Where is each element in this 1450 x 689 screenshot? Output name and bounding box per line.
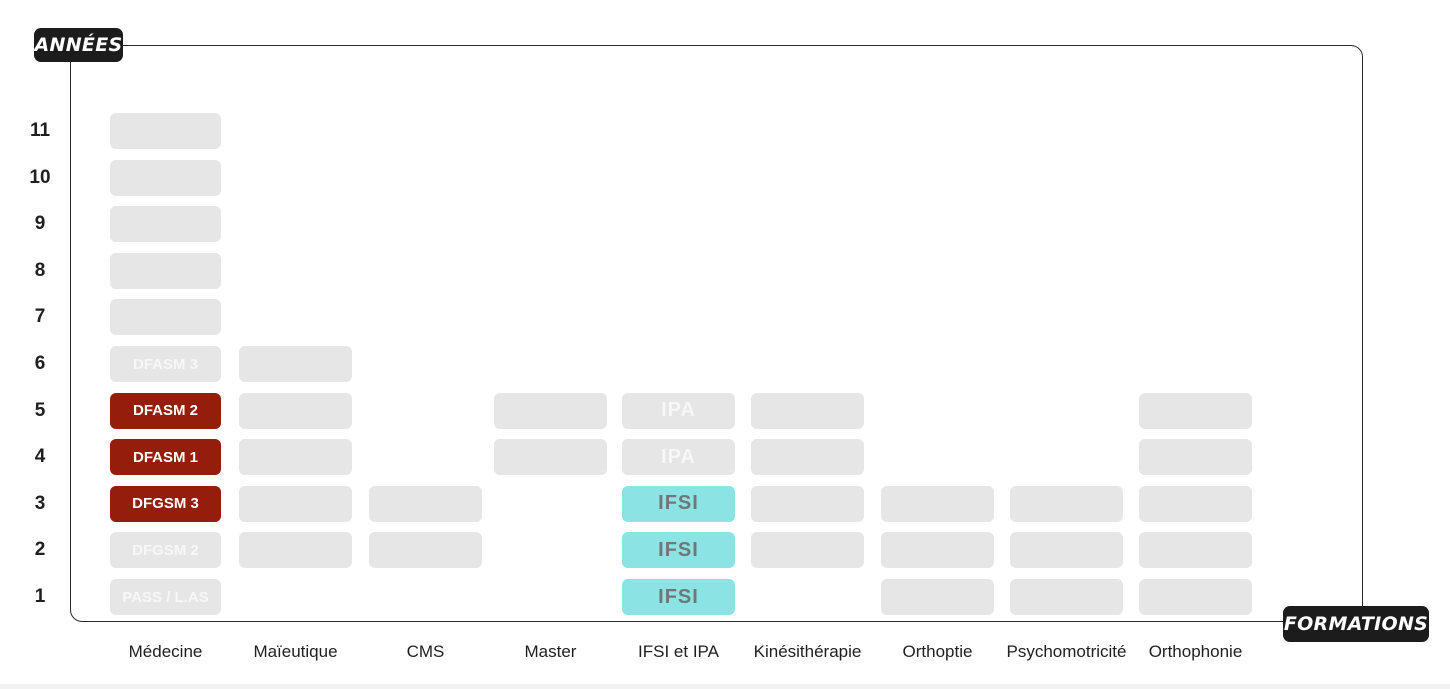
formation-label: Maïeutique bbox=[253, 642, 338, 661]
year-label-4: 4 bbox=[34, 446, 46, 468]
cell-ma-eutique-year-5 bbox=[239, 392, 352, 429]
year-label-5: 5 bbox=[34, 399, 46, 421]
cell-ifsi-et-ipa-year-3: IFSI bbox=[622, 485, 735, 522]
year-label-2: 2 bbox=[34, 539, 46, 561]
cell-cms-year-2 bbox=[369, 532, 482, 569]
year-label-7: 7 bbox=[34, 306, 46, 328]
cell-orthoptie-year-1 bbox=[881, 579, 994, 615]
year-label-8: 8 bbox=[34, 259, 46, 281]
cell-m-decine-year-1: PASS / L.AS bbox=[110, 579, 221, 615]
cell-kin-sith-rapie-year-5 bbox=[751, 392, 864, 429]
formation-label: Psychomotricité bbox=[1006, 642, 1127, 661]
cell-kin-sith-rapie-year-2 bbox=[751, 532, 864, 569]
diagram-frame bbox=[70, 45, 1363, 622]
year-label-1: 1 bbox=[34, 586, 46, 607]
cell-ifsi-et-ipa-year-5: IPA bbox=[622, 392, 735, 429]
cell-m-decine-year-4: DFASM 1 bbox=[110, 439, 221, 476]
cell-psychomotricit--year-2 bbox=[1010, 532, 1123, 569]
formation-label: CMS bbox=[406, 642, 445, 661]
cell-psychomotricit--year-3 bbox=[1010, 485, 1123, 522]
cell-m-decine-year-11 bbox=[110, 113, 221, 149]
year-label-3: 3 bbox=[34, 492, 46, 514]
cell-m-decine-year-8 bbox=[110, 252, 221, 289]
x-axis-title: FORMATIONS bbox=[1283, 606, 1429, 642]
year-label-9: 9 bbox=[34, 213, 46, 235]
formation-label: Orthophonie bbox=[1148, 642, 1243, 661]
cell-ma-eutique-year-4 bbox=[239, 439, 352, 476]
y-axis-title: ANNÉES bbox=[34, 28, 123, 62]
formation-label: IFSI et IPA bbox=[638, 642, 719, 661]
cell-m-decine-year-3: DFGSM 3 bbox=[110, 485, 221, 522]
cell-master-year-5 bbox=[494, 392, 607, 429]
cell-m-decine-year-9 bbox=[110, 206, 221, 243]
year-label-10: 10 bbox=[29, 166, 51, 188]
year-label-11: 11 bbox=[29, 120, 51, 141]
cell-m-decine-year-5: DFASM 2 bbox=[110, 392, 221, 429]
cell-orthophonie-year-2 bbox=[1139, 532, 1252, 569]
formation-label: Kinésithérapie bbox=[753, 642, 862, 661]
cell-master-year-4 bbox=[494, 439, 607, 476]
cell-ma-eutique-year-2 bbox=[239, 532, 352, 569]
cell-orthophonie-year-3 bbox=[1139, 485, 1252, 522]
cell-ifsi-et-ipa-year-1: IFSI bbox=[622, 579, 735, 615]
cell-orthophonie-year-1 bbox=[1139, 579, 1252, 615]
cell-ifsi-et-ipa-year-2: IFSI bbox=[622, 532, 735, 569]
formation-label: Orthoptie bbox=[902, 642, 973, 661]
cell-ma-eutique-year-3 bbox=[239, 485, 352, 522]
year-label-6: 6 bbox=[34, 353, 46, 374]
cell-kin-sith-rapie-year-3 bbox=[751, 485, 864, 522]
cell-orthophonie-year-5 bbox=[1139, 392, 1252, 429]
cell-ifsi-et-ipa-year-4: IPA bbox=[622, 439, 735, 476]
formation-label: Master bbox=[524, 642, 577, 661]
formation-label: Médecine bbox=[128, 642, 203, 661]
cell-ma-eutique-year-6 bbox=[239, 346, 352, 382]
cell-orthoptie-year-2 bbox=[881, 532, 994, 569]
cell-m-decine-year-10 bbox=[110, 159, 221, 196]
cell-m-decine-year-6: DFASM 3 bbox=[110, 346, 221, 382]
cell-cms-year-3 bbox=[369, 485, 482, 522]
cell-orthophonie-year-4 bbox=[1139, 439, 1252, 476]
cell-orthoptie-year-3 bbox=[881, 485, 994, 522]
cell-psychomotricit--year-1 bbox=[1010, 579, 1123, 615]
cell-m-decine-year-7 bbox=[110, 299, 221, 336]
cell-m-decine-year-2: DFGSM 2 bbox=[110, 532, 221, 569]
cell-kin-sith-rapie-year-4 bbox=[751, 439, 864, 476]
bottom-divider bbox=[0, 684, 1450, 689]
